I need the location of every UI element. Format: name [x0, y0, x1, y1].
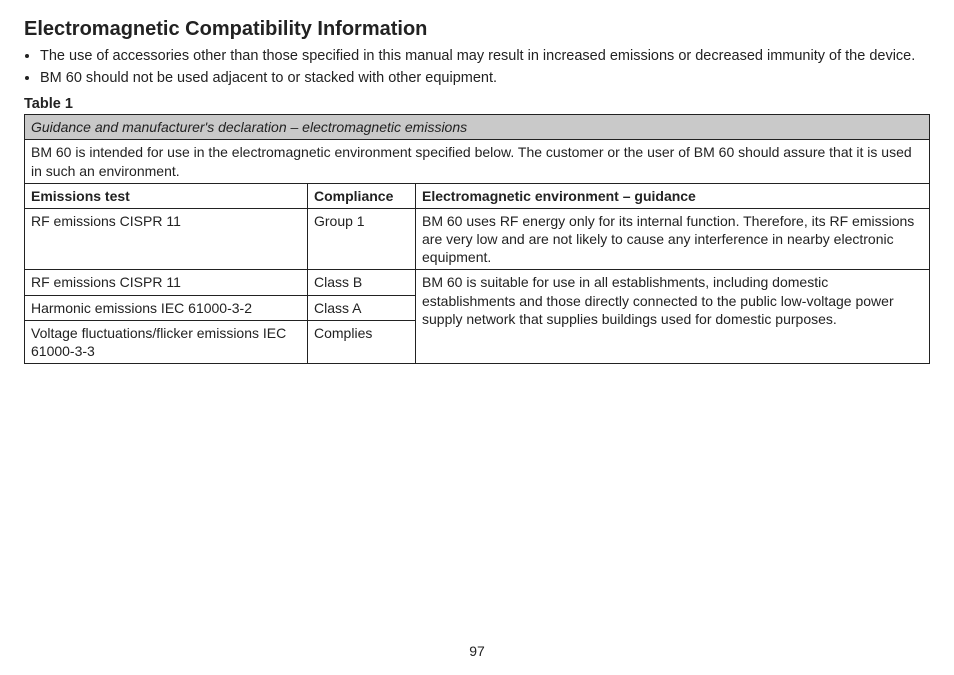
table-banner-cell: Guidance and manufacturer's declaration … — [25, 115, 930, 140]
table-header-row: Emissions test Compliance Electromagneti… — [25, 183, 930, 208]
table-intro-cell: BM 60 is intended for use in the electro… — [25, 140, 930, 183]
cell-test: RF emissions CISPR 11 — [25, 208, 308, 270]
table-row: RF emissions CISPR 11 Class B BM 60 is s… — [25, 270, 930, 295]
cell-test: Harmonic emissions IEC 61000-3-2 — [25, 295, 308, 320]
page-number: 97 — [0, 643, 954, 659]
emc-table: Guidance and manufacturer's declaration … — [24, 114, 930, 364]
table-row: RF emissions CISPR 11 Group 1 BM 60 uses… — [25, 208, 930, 270]
cell-compliance: Class B — [308, 270, 416, 295]
cell-guidance: BM 60 uses RF energy only for its intern… — [416, 208, 930, 270]
cell-test: Voltage fluctuations/flicker emissions I… — [25, 320, 308, 363]
header-compliance: Compliance — [308, 183, 416, 208]
bullet-item: The use of accessories other than those … — [40, 47, 930, 67]
bullet-list: The use of accessories other than those … — [24, 47, 930, 88]
cell-guidance-merged: BM 60 is suitable for use in all establi… — [416, 270, 930, 364]
cell-test: RF emissions CISPR 11 — [25, 270, 308, 295]
bullet-item: BM 60 should not be used adjacent to or … — [40, 69, 930, 89]
page-title: Electromagnetic Compatibility Informatio… — [24, 18, 930, 41]
cell-compliance: Class A — [308, 295, 416, 320]
header-guidance: Electromagnetic environment – guidance — [416, 183, 930, 208]
page-container: Electromagnetic Compatibility Informatio… — [0, 0, 954, 675]
header-emissions-test: Emissions test — [25, 183, 308, 208]
cell-compliance: Complies — [308, 320, 416, 363]
cell-compliance: Group 1 — [308, 208, 416, 270]
table-intro-row: BM 60 is intended for use in the electro… — [25, 140, 930, 183]
table-label: Table 1 — [24, 96, 930, 112]
table-banner-row: Guidance and manufacturer's declaration … — [25, 115, 930, 140]
